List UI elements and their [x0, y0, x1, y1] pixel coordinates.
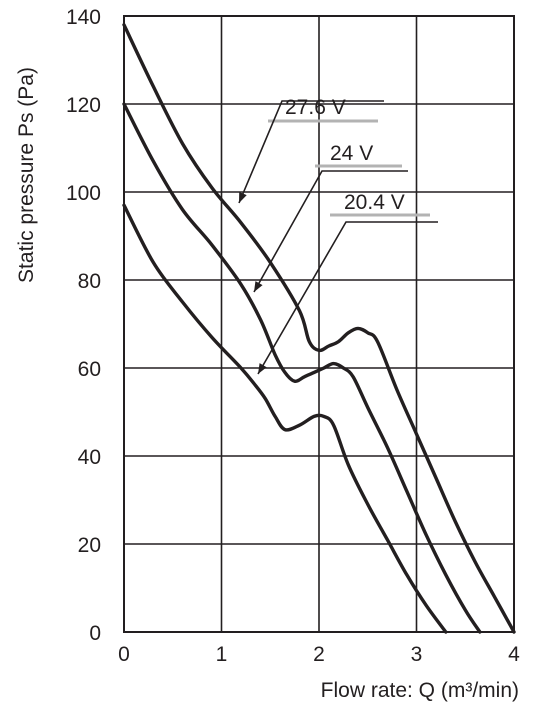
- y-tick-label: 100: [66, 182, 101, 205]
- curve-20-4v: [122, 203, 448, 634]
- y-tick-label: 120: [66, 94, 101, 117]
- y-tick-label: 140: [66, 6, 101, 29]
- label-27-6v: 27.6 V: [285, 96, 346, 119]
- y-tick-label: 0: [89, 622, 101, 645]
- leader-arrowhead: [239, 192, 247, 203]
- x-tick-label: 1: [216, 643, 228, 666]
- curve-27-6v: [122, 23, 516, 634]
- leader-arrowhead: [258, 363, 267, 374]
- leader-line: [253, 170, 408, 293]
- x-tick-label: 3: [411, 643, 423, 666]
- x-tick-label: 4: [508, 643, 520, 666]
- curves: [122, 23, 516, 634]
- leader-arrowhead: [254, 281, 263, 292]
- label-20-4v: 20.4 V: [344, 191, 405, 214]
- leader-line: [238, 100, 384, 204]
- grid: [123, 15, 515, 633]
- y-tick-label: 60: [78, 358, 101, 381]
- x-tick-label: 0: [118, 643, 130, 666]
- y-tick-label: 20: [78, 534, 101, 557]
- y-tick-label: 40: [78, 446, 101, 469]
- label-24v: 24 V: [330, 142, 373, 165]
- leader-line: [257, 221, 438, 375]
- y-tick-label: 80: [78, 270, 101, 293]
- x-axis-title: Flow rate: Q (m³/min): [321, 679, 519, 702]
- y-axis-title: Static pressure Ps (Pa): [15, 67, 38, 283]
- x-tick-label: 2: [313, 643, 325, 666]
- annotations: 27.6 V 24 V 20.4 V: [238, 96, 438, 375]
- curve-24v: [122, 102, 482, 634]
